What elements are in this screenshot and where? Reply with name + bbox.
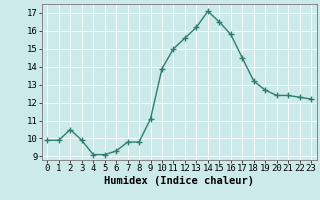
X-axis label: Humidex (Indice chaleur): Humidex (Indice chaleur) [104,176,254,186]
